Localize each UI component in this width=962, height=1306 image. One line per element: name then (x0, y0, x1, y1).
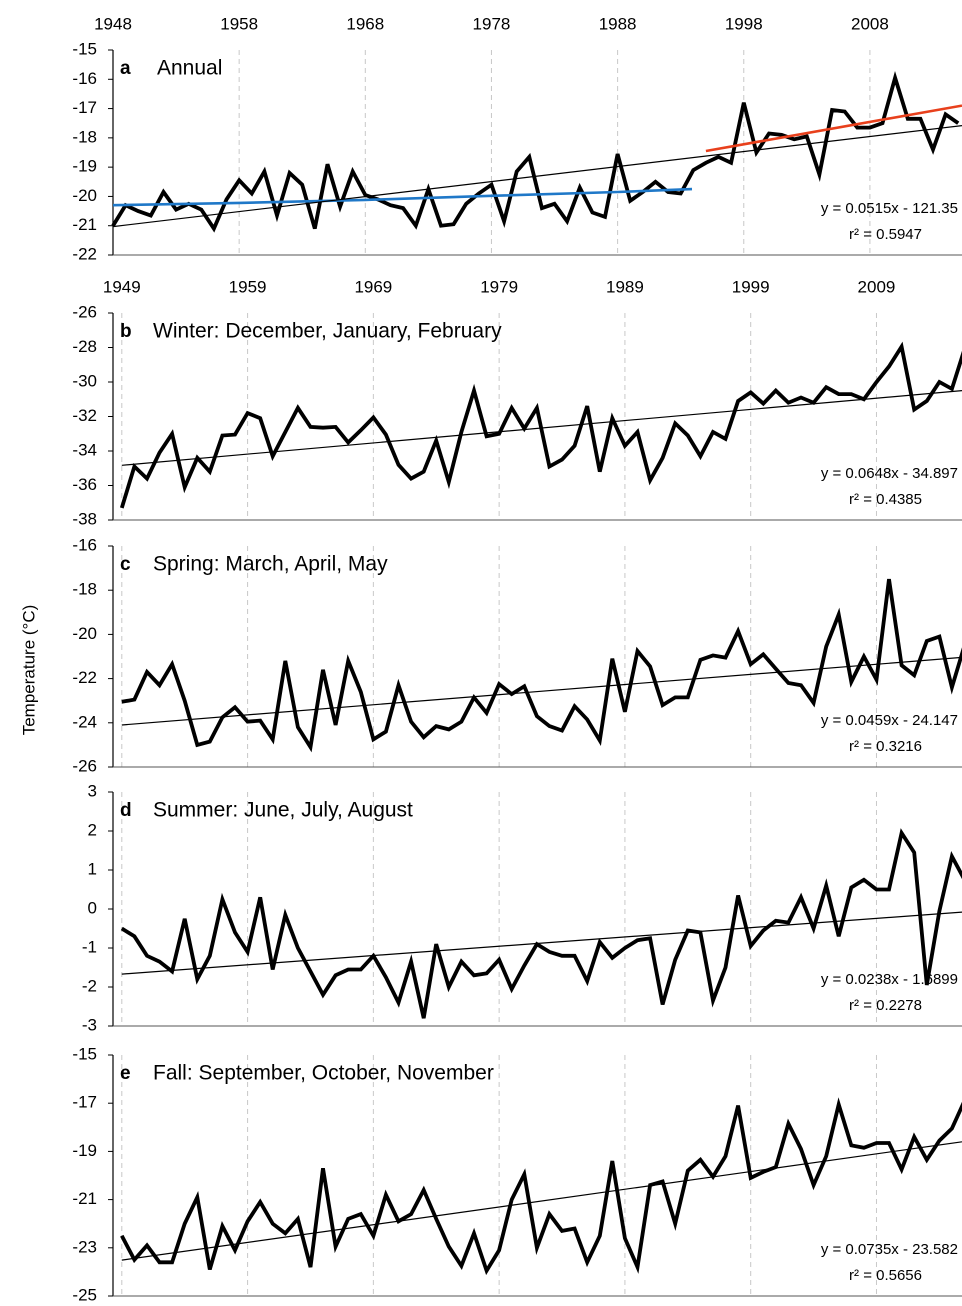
y-tick-label: -19 (72, 157, 97, 176)
trend-r2: r² = 0.5656 (849, 1267, 922, 1284)
data-line (121, 578, 962, 753)
y-tick-label: -24 (72, 712, 97, 731)
y-tick-label: -38 (72, 509, 97, 528)
panel-title: Winter: December, January, February (153, 320, 502, 343)
x-tick-label: 1988 (599, 14, 637, 33)
x-tick-label: 1969 (354, 277, 392, 296)
trend-equation: y = 0.0515x - 121.35 (821, 200, 958, 217)
x-tick-label: 1949 (103, 277, 141, 296)
y-tick-label: -15 (72, 1044, 97, 1063)
trend-equation: y = 0.0238x - 1.6899 (821, 971, 958, 988)
panel-label: e (120, 1063, 131, 1084)
trend-line (121, 390, 962, 466)
trend-equation: y = 0.0648x - 34.897 (821, 465, 958, 482)
trend-equation: y = 0.0735x - 23.582 (821, 1241, 958, 1258)
trend-line (112, 125, 962, 228)
y-tick-label: -20 (72, 186, 97, 205)
trend-r2: r² = 0.2278 (849, 997, 922, 1014)
data-line (119, 341, 962, 509)
data-line (111, 71, 960, 233)
y-tick-label: -18 (72, 127, 97, 146)
trend-line (121, 656, 962, 726)
y-tick-label: -20 (72, 624, 97, 643)
x-tick-label: 1998 (725, 14, 763, 33)
y-tick-label: -32 (72, 406, 97, 425)
y-tick-label: -16 (72, 535, 97, 554)
y-tick-label: 3 (88, 781, 97, 800)
x-tick-label: 1958 (220, 14, 258, 33)
y-tick-label: -22 (72, 668, 97, 687)
y-tick-label: -25 (72, 1285, 97, 1304)
x-tick-label: 1978 (473, 14, 511, 33)
trend-equation: y = 0.0459x - 24.147 (821, 712, 958, 729)
y-tick-label: -15 (72, 39, 97, 58)
data-line (112, 187, 693, 207)
data-line (705, 104, 962, 153)
data-line (120, 828, 962, 1019)
x-tick-label: 2009 (858, 277, 896, 296)
y-tick-label: -26 (72, 756, 97, 775)
y-tick-label: -19 (72, 1141, 97, 1160)
y-tick-label: 0 (88, 898, 97, 917)
trend-r2: r² = 0.4385 (849, 491, 922, 508)
y-tick-label: -21 (72, 215, 97, 234)
panel-label: c (120, 554, 131, 575)
y-tick-label: -34 (72, 440, 97, 459)
x-tick-label: 1999 (732, 277, 770, 296)
x-tick-label: 1979 (480, 277, 518, 296)
panel-label: b (120, 321, 132, 342)
y-tick-label: -2 (82, 976, 97, 995)
y-axis-label: Temperature (°C) (19, 605, 38, 736)
y-tick-label: -28 (72, 337, 97, 356)
panel-title: Summer: June, July, August (153, 799, 413, 822)
x-tick-label: 1959 (229, 277, 267, 296)
panel-label: a (120, 58, 131, 79)
x-tick-label: 1968 (346, 14, 384, 33)
trend-line (121, 1141, 962, 1261)
y-tick-label: -26 (72, 302, 97, 321)
panel-label: d (120, 800, 132, 821)
trend-line (121, 911, 962, 975)
y-tick-label: -3 (82, 1015, 97, 1034)
y-tick-label: -17 (72, 98, 97, 117)
y-tick-label: -18 (72, 580, 97, 599)
y-tick-label: -16 (72, 69, 97, 88)
y-tick-label: -23 (72, 1237, 97, 1256)
x-tick-label: 1989 (606, 277, 644, 296)
y-tick-label: -22 (72, 244, 97, 263)
y-tick-label: -21 (72, 1189, 97, 1208)
x-tick-label: 2008 (851, 14, 889, 33)
y-tick-label: 1 (88, 859, 97, 878)
y-tick-label: -1 (82, 937, 97, 956)
panel-title: Annual (157, 57, 222, 80)
panel-title: Fall: September, October, November (153, 1062, 494, 1085)
trend-r2: r² = 0.5947 (849, 226, 922, 243)
y-tick-label: -30 (72, 371, 97, 390)
y-tick-label: 2 (88, 820, 97, 839)
y-tick-label: -36 (72, 475, 97, 494)
panel-title: Spring: March, April, May (153, 553, 388, 576)
trend-r2: r² = 0.3216 (849, 738, 922, 755)
y-tick-label: -17 (72, 1093, 97, 1112)
x-tick-label: 1948 (94, 14, 132, 33)
